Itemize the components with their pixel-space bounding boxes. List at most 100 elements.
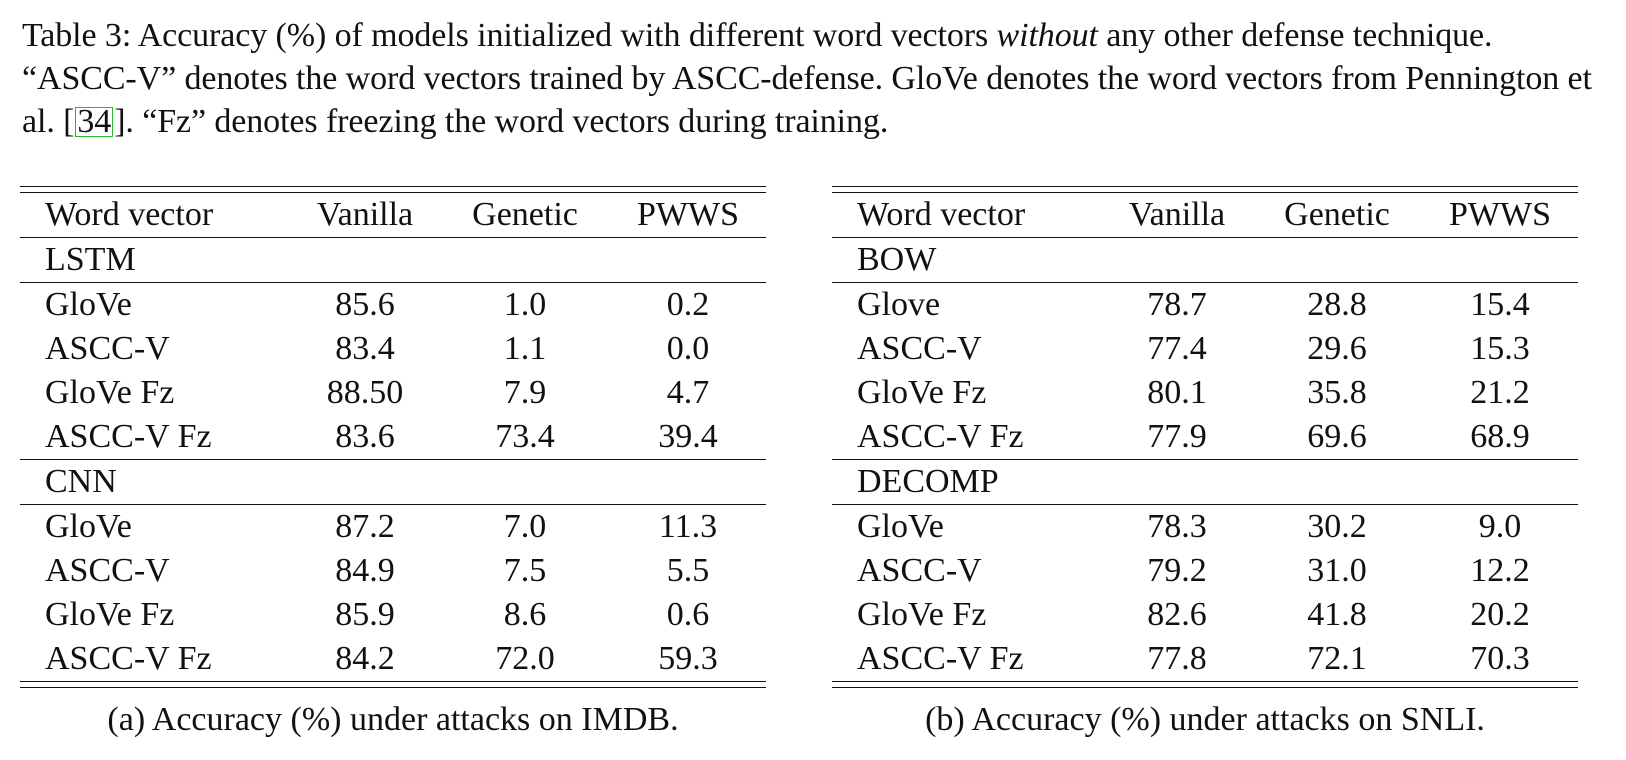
cell-vanilla: 85.6 [335, 286, 395, 323]
cell-genetic: 1.1 [503, 330, 547, 367]
table-row: GloVe Fz 88.50 7.9 4.7 [20, 371, 766, 415]
table-row: Glove 78.7 28.8 15.4 [832, 283, 1578, 328]
cell-pwws: 0.6 [666, 596, 710, 633]
cell-word-vector: GloVe Fz [857, 596, 987, 633]
cell-vanilla: 84.2 [335, 640, 395, 677]
cell-vanilla: 77.4 [1147, 330, 1207, 367]
cell-pwws: 5.5 [666, 552, 710, 589]
cell-genetic-best: 73.4 [495, 418, 555, 455]
cell-vanilla: 87.2 [335, 508, 395, 545]
cell-genetic: 30.2 [1307, 508, 1367, 545]
cell-vanilla: 88.50 [326, 374, 404, 411]
cell-pwws-best: 70.3 [1470, 640, 1530, 677]
header-word-vector: Word vector [857, 196, 1026, 233]
cell-genetic: 1.0 [503, 286, 547, 323]
cell-genetic-best: 72.1 [1307, 640, 1367, 677]
cell-genetic-best: 69.6 [1307, 418, 1367, 455]
table-row: GloVe Fz 80.1 35.8 21.2 [832, 371, 1578, 415]
cell-vanilla: 83.4 [335, 330, 395, 367]
header-row: Word vector Vanilla Genetic PWWS [832, 193, 1578, 238]
header-pwws: PWWS [1449, 196, 1551, 233]
citation-link[interactable]: 34 [75, 103, 114, 140]
table-row: ASCC-V Fz 84.2 72.0 59.3 [20, 637, 766, 681]
cell-word-vector: GloVe [857, 508, 944, 545]
cell-vanilla: 78.3 [1147, 508, 1207, 545]
group-name-lstm: LSTM [45, 241, 136, 278]
cell-genetic: 41.8 [1307, 596, 1367, 633]
table-caption: Table 3: Accuracy (%) of models initiali… [22, 14, 1612, 143]
group-name-cnn: CNN [45, 463, 117, 500]
table-row: ASCC-V 79.2 31.0 12.2 [832, 549, 1578, 593]
table-row: GloVe Fz 82.6 41.8 20.2 [832, 593, 1578, 637]
cell-pwws: 9.0 [1478, 508, 1522, 545]
cell-vanilla: 77.9 [1147, 418, 1207, 455]
group-row: DECOMP [832, 460, 1578, 505]
cell-vanilla: 79.2 [1147, 552, 1207, 589]
cell-genetic: 31.0 [1307, 552, 1367, 589]
header-row: Word vector Vanilla Genetic PWWS [20, 193, 766, 238]
snli-subcaption: (b) Accuracy (%) under attacks on SNLI. [925, 701, 1485, 738]
caption-text-prefix: Table 3: Accuracy (%) of models initiali… [22, 17, 997, 54]
group-name-decomp: DECOMP [857, 463, 999, 500]
table-row: ASCC-V Fz 77.8 72.1 70.3 [832, 637, 1578, 681]
cell-genetic: 8.6 [503, 596, 547, 633]
table-row: GloVe 78.3 30.2 9.0 [832, 505, 1578, 550]
cell-word-vector: ASCC-V Fz [857, 418, 1024, 455]
cell-genetic: 35.8 [1307, 374, 1367, 411]
header-genetic: Genetic [1284, 196, 1390, 233]
cell-vanilla: 77.8 [1147, 640, 1207, 677]
top-double-rule [20, 186, 766, 193]
cell-pwws: 12.2 [1470, 552, 1530, 589]
table-row: ASCC-V 84.9 7.5 5.5 [20, 549, 766, 593]
cell-word-vector: ASCC-V Fz [45, 418, 212, 455]
cell-pwws: 11.3 [658, 508, 718, 545]
caption-text-middle: any other defense technique. “ASCC-V” de… [22, 17, 1592, 140]
table-row: ASCC-V Fz 83.6 73.4 39.4 [20, 415, 766, 460]
top-double-rule [832, 186, 1578, 193]
group-row: LSTM [20, 238, 766, 283]
cell-pwws: 21.2 [1470, 374, 1530, 411]
cell-pwws: 0.2 [666, 286, 710, 323]
caption-emphasis: without [996, 17, 1098, 54]
cell-vanilla: 82.6 [1147, 596, 1207, 633]
cell-word-vector: GloVe [45, 286, 132, 323]
cell-pwws: 15.3 [1470, 330, 1530, 367]
snli-subtable: Word vector Vanilla Genetic PWWS BOW Glo… [832, 186, 1578, 742]
cell-vanilla: 84.9 [335, 552, 395, 589]
cell-genetic: 28.8 [1307, 286, 1367, 323]
table-row: GloVe 87.2 7.0 11.3 [20, 505, 766, 550]
table-row: ASCC-V 77.4 29.6 15.3 [832, 327, 1578, 371]
table-row: ASCC-V 83.4 1.1 0.0 [20, 327, 766, 371]
cell-pwws: 4.7 [666, 374, 710, 411]
header-pwws: PWWS [637, 196, 739, 233]
group-row: CNN [20, 460, 766, 505]
cell-vanilla: 78.7 [1147, 286, 1207, 323]
cell-genetic-best: 72.0 [495, 640, 555, 677]
cell-vanilla: 83.6 [335, 418, 395, 455]
caption-text-end: ]. “Fz” denotes freezing the word vector… [114, 103, 889, 140]
header-genetic: Genetic [472, 196, 578, 233]
header-vanilla: Vanilla [1128, 196, 1226, 233]
bottom-double-rule [20, 681, 766, 688]
imdb-subtable: Word vector Vanilla Genetic PWWS LSTM Gl… [20, 186, 766, 742]
cell-genetic: 7.9 [503, 374, 547, 411]
cell-word-vector: GloVe Fz [857, 374, 987, 411]
imdb-subcaption: (a) Accuracy (%) under attacks on IMDB. [107, 701, 679, 738]
cell-pwws-best: 39.4 [658, 418, 718, 455]
cell-word-vector: ASCC-V [45, 330, 170, 367]
cell-vanilla: 80.1 [1147, 374, 1207, 411]
cell-word-vector: ASCC-V [857, 330, 982, 367]
table-row: ASCC-V Fz 77.9 69.6 68.9 [832, 415, 1578, 460]
cell-genetic: 7.0 [503, 508, 547, 545]
bottom-double-rule [832, 681, 1578, 688]
cell-pwws: 0.0 [666, 330, 710, 367]
group-name-bow: BOW [857, 241, 937, 278]
cell-word-vector: ASCC-V [857, 552, 982, 589]
imdb-table: Word vector Vanilla Genetic PWWS LSTM Gl… [20, 193, 766, 681]
header-word-vector: Word vector [45, 196, 214, 233]
cell-pwws-best: 59.3 [658, 640, 718, 677]
header-vanilla: Vanilla [316, 196, 414, 233]
cell-genetic: 29.6 [1307, 330, 1367, 367]
cell-vanilla: 85.9 [335, 596, 395, 633]
group-row: BOW [832, 238, 1578, 283]
